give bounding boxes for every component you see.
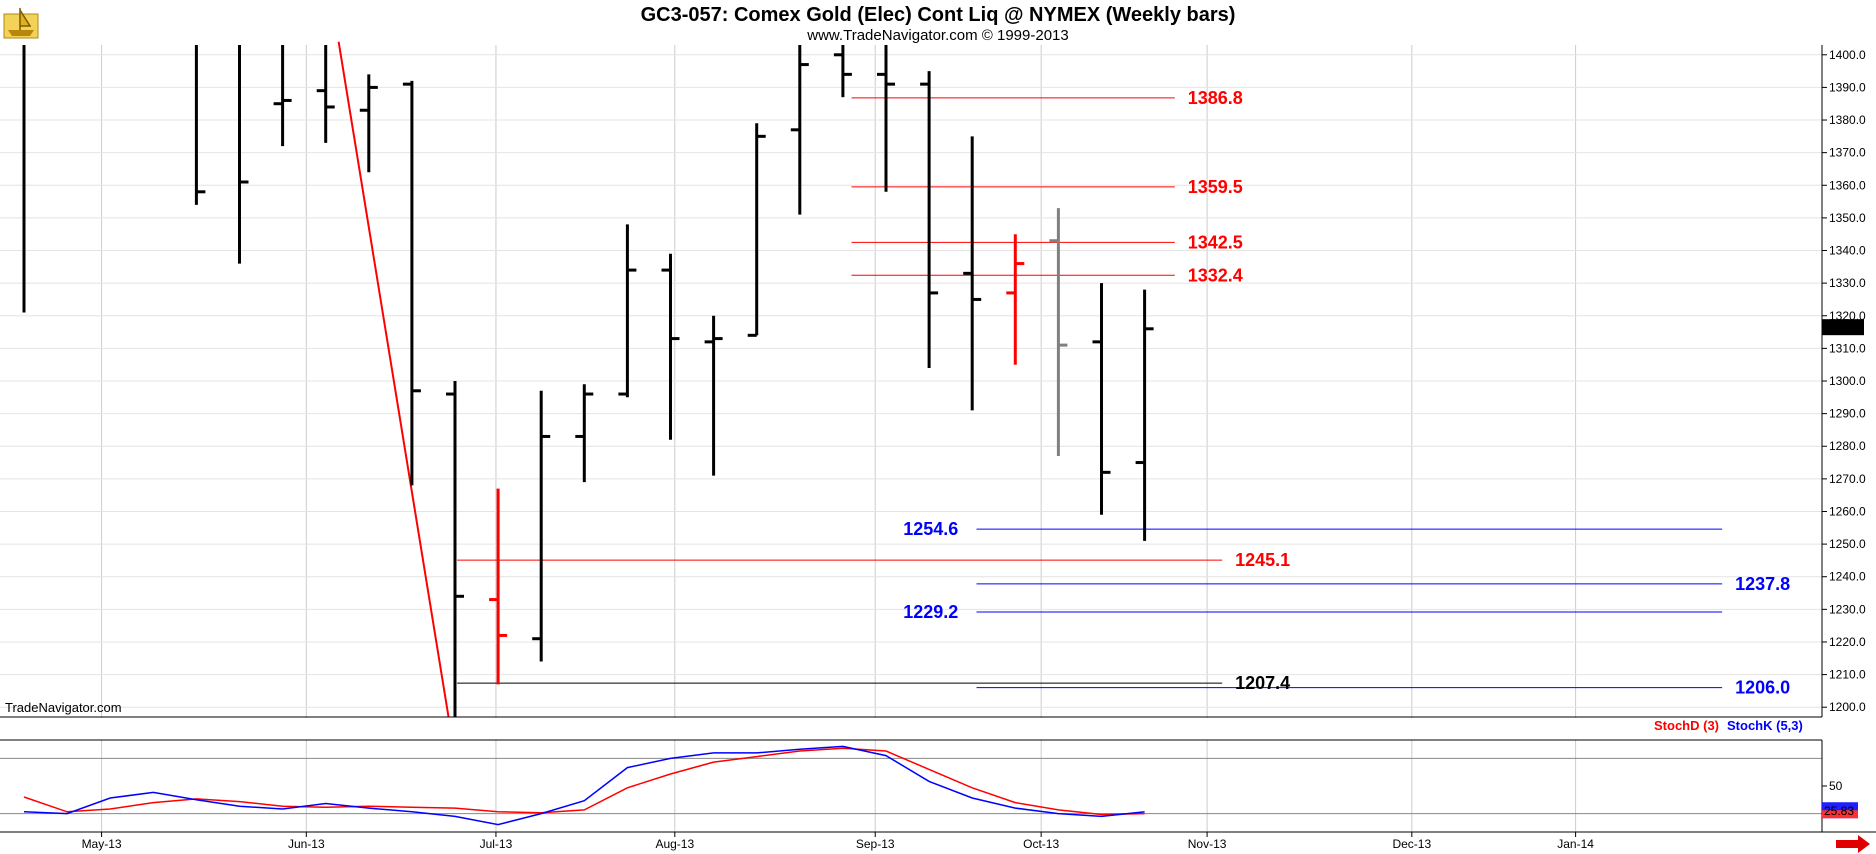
- date-tick-label: Nov-13: [1188, 837, 1227, 851]
- ohlc-bar: [1049, 208, 1068, 457]
- price-tick-label: 1210.0: [1829, 668, 1866, 682]
- last-price-value: 1316.5: [1824, 321, 1861, 335]
- level-label: 1207.4: [1235, 673, 1290, 693]
- ohlc-bar: [963, 136, 982, 411]
- price-tick-label: 1300.0: [1829, 374, 1866, 388]
- stochastic-axis: 50 25.83: [1822, 779, 1858, 819]
- price-panel: 1386.8 1359.5 1342.5 1332.4 1254.6 1245.1 1237…: [0, 41, 1823, 832]
- chart-title: GC3-057: Comex Gold (Elec) Cont Liq @ NY…: [641, 4, 1236, 26]
- price-tick-label: 1340.0: [1829, 244, 1866, 258]
- level-label: 1206.0: [1735, 678, 1790, 698]
- level-label: 1386.8: [1188, 88, 1243, 108]
- price-tick-label: 1260.0: [1829, 504, 1866, 518]
- ohlc-bar: [704, 315, 723, 476]
- watermark-text: TradeNavigator.com: [5, 700, 122, 715]
- ohlc-bar: [790, 45, 809, 215]
- price-tick-label: 1290.0: [1829, 407, 1866, 421]
- legend-stochk: StochK (5,3): [1727, 718, 1803, 733]
- ohlc-bar: [618, 224, 637, 398]
- price-tick-label: 1350.0: [1829, 211, 1866, 225]
- ohlc-bar: [273, 45, 292, 147]
- price-tick-label: 1380.0: [1829, 113, 1866, 127]
- date-axis[interactable]: May-13 Jun-13 Jul-13 Aug-13 Sep-13 Oct-13 Nov-…: [82, 832, 1595, 851]
- date-tick-label: Jan-14: [1557, 837, 1594, 851]
- level-label: 1237.8: [1735, 574, 1790, 594]
- ohlc-bar: [747, 123, 766, 337]
- price-tick-label: 1250.0: [1829, 537, 1866, 551]
- level-label: 1229.2: [903, 602, 958, 622]
- ohlc-bar: [446, 381, 464, 717]
- date-tick-label: Aug-13: [655, 837, 694, 851]
- date-tick-label: Jul-13: [480, 837, 513, 851]
- level-label: 1245.1: [1235, 550, 1290, 570]
- level-label: 1359.5: [1188, 177, 1243, 197]
- ohlc-bar: [833, 45, 852, 98]
- ohlc-bar: [532, 390, 551, 662]
- date-tick-label: May-13: [82, 837, 122, 851]
- ohlc-bar: [920, 71, 939, 368]
- ohlc-bar: [316, 45, 335, 143]
- scroll-right-arrow-icon[interactable]: [1836, 835, 1870, 853]
- indicator-legend: StochD (3) StochK (5,3): [1654, 718, 1803, 733]
- price-tick-label: 1270.0: [1829, 472, 1866, 486]
- ohlc-bar: [877, 45, 895, 192]
- price-tick-label: 1240.0: [1829, 570, 1866, 584]
- price-tick-label: 1390.0: [1829, 80, 1866, 94]
- level-label: 1254.6: [903, 519, 958, 539]
- ohlc-bar: [489, 488, 508, 685]
- stochastic-tick-label: 50: [1829, 779, 1843, 793]
- price-tick-label: 1200.0: [1829, 700, 1866, 714]
- date-tick-label: Dec-13: [1392, 837, 1431, 851]
- level-label: 1342.5: [1188, 232, 1243, 252]
- price-tick-label: 1310.0: [1829, 341, 1866, 355]
- ohlc-bar: [402, 80, 421, 486]
- price-tick-label: 1330.0: [1829, 276, 1866, 290]
- chart-subtitle: www.TradeNavigator.com © 1999-2013: [806, 27, 1068, 44]
- ohlc-bar: [194, 45, 206, 205]
- price-tick-label: 1400.0: [1829, 48, 1866, 62]
- legend-stochd: StochD (3): [1654, 718, 1719, 733]
- trend-line: [337, 41, 450, 718]
- ohlc-bar: [575, 384, 594, 483]
- ohlc-bar: [1092, 283, 1111, 515]
- price-tick-label: 1220.0: [1829, 635, 1866, 649]
- date-tick-label: Jun-13: [288, 837, 325, 851]
- price-tick-label: 1360.0: [1829, 178, 1866, 192]
- ohlc-bar: [1006, 234, 1025, 365]
- last-price-badge: 1316.5: [1822, 319, 1864, 336]
- price-axis[interactable]: 1200.0 1210.0 1220.0 1230.0 1240.0 1250.0 1260…: [1822, 48, 1866, 714]
- price-tick-label: 1370.0: [1829, 146, 1866, 160]
- ohlc-bar: [359, 74, 378, 173]
- trading-ship-logo-icon[interactable]: [3, 7, 39, 39]
- stochastic-last-value: 25.83: [1824, 804, 1854, 818]
- stochastic-panel: [0, 740, 1876, 833]
- date-tick-label: Oct-13: [1023, 837, 1059, 851]
- ohlc-bar: [1135, 289, 1154, 541]
- ohlc-bar: [661, 253, 680, 440]
- stochastic-series-line: [23, 745, 1145, 826]
- stochastic-series-line: [23, 747, 1145, 816]
- level-label: 1332.4: [1188, 265, 1243, 285]
- ohlc-bar: [238, 45, 249, 264]
- price-tick-label: 1230.0: [1829, 602, 1866, 616]
- price-tick-label: 1280.0: [1829, 439, 1866, 453]
- date-tick-label: Sep-13: [856, 837, 895, 851]
